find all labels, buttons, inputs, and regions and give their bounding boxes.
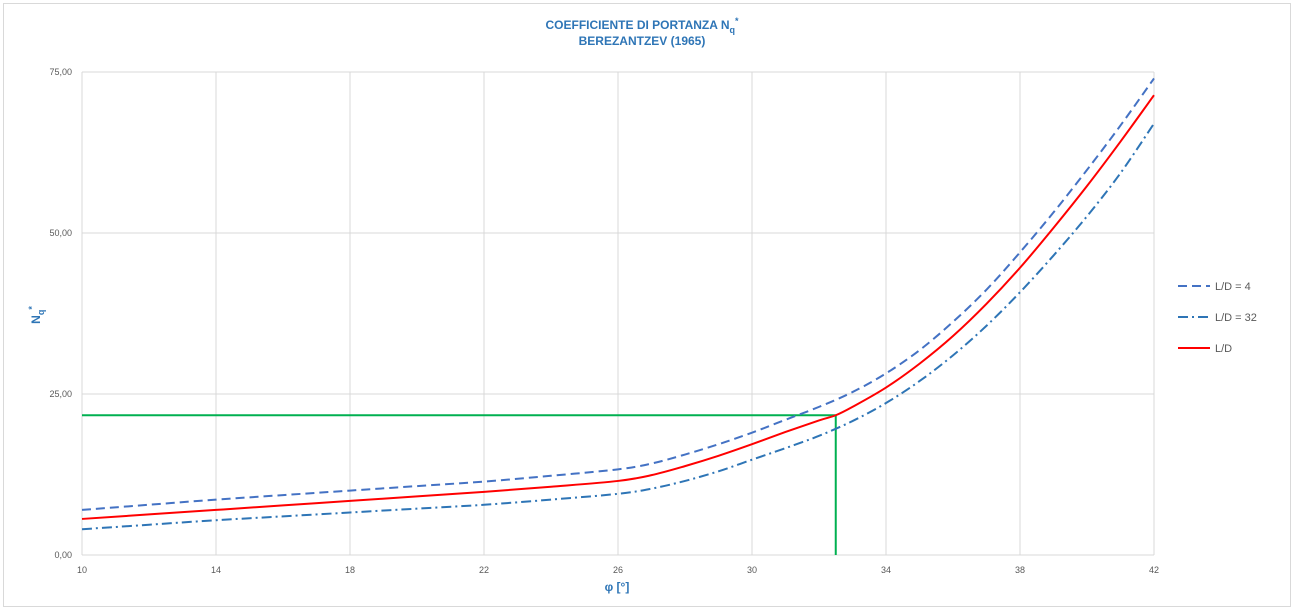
y-tick-label: 0,00 [54, 550, 72, 560]
legend-label-2: L/D [1215, 343, 1232, 355]
x-tick-label: 22 [479, 565, 489, 575]
legend-label-0: L/D = 4 [1215, 281, 1251, 293]
grid [81, 71, 1155, 556]
x-tick-label: 14 [211, 565, 221, 575]
x-axis-title: φ [°] [605, 580, 630, 594]
tick-labels: 10 14 18 22 26 30 34 38 42 0,00 25,00 50,00 75,00 [49, 67, 1159, 575]
x-tick-label: 18 [345, 565, 355, 575]
series-lines [81, 77, 1155, 531]
y-tick-label: 50,00 [49, 228, 72, 238]
x-tick-label: 10 [77, 565, 87, 575]
chart-frame [3, 3, 1291, 607]
series-line-0 [81, 77, 1155, 511]
y-tick-label: 25,00 [49, 389, 72, 399]
reference-lines [82, 414, 837, 555]
x-tick-label: 42 [1149, 565, 1159, 575]
x-tick-label: 30 [747, 565, 757, 575]
legend: L/D = 4 L/D = 32 L/D [1178, 281, 1257, 355]
y-tick-label: 75,00 [49, 67, 72, 77]
x-tick-label: 26 [613, 565, 623, 575]
x-tick-label: 34 [881, 565, 891, 575]
legend-label-1: L/D = 32 [1215, 312, 1257, 324]
chart-title-line2: BEREZANTZEV (1965) [579, 34, 706, 48]
x-tick-label: 38 [1015, 565, 1025, 575]
series-line-2 [81, 94, 1155, 520]
chart-title-line1: COEFFICIENTE DI PORTANZA Nq* [545, 16, 739, 35]
y-axis-title: Nq* [27, 306, 46, 324]
series-line-1 [81, 122, 1155, 531]
